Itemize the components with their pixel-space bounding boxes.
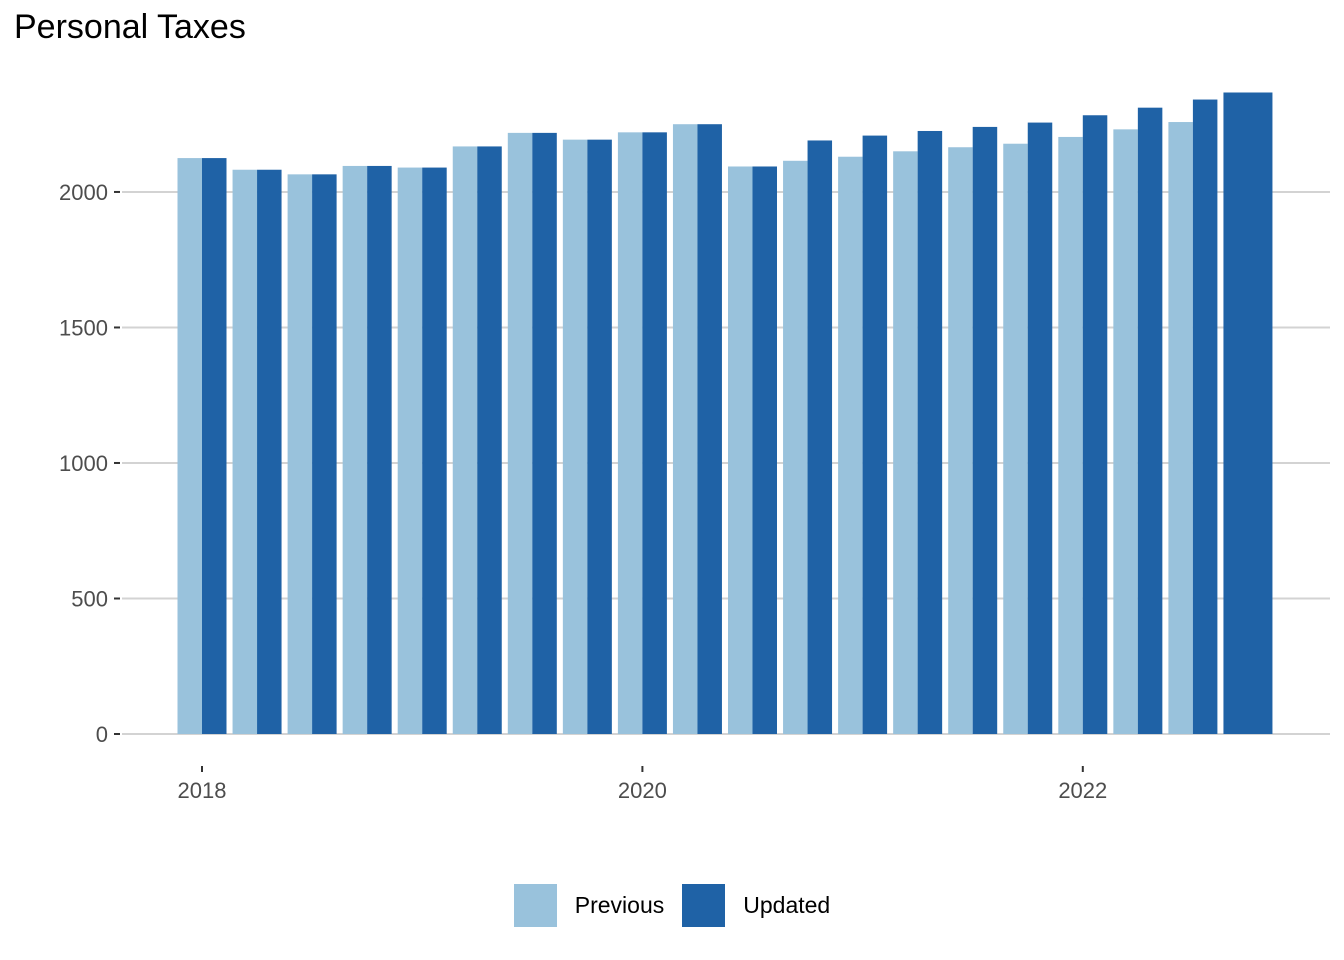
bar-previous [177,158,202,734]
bar-previous [617,132,643,734]
chart-title: Personal Taxes [14,8,246,46]
bar-previous [562,139,588,735]
bar-previous [893,151,918,734]
bar-updated [587,139,612,735]
bar-updated [1192,99,1218,735]
bar-previous [838,156,863,734]
bar-previous [342,165,368,734]
legend-label-updated: Updated [743,892,831,918]
bar-previous [783,160,808,734]
bar-updated [697,124,722,734]
bar-updated [202,158,227,734]
bar-updated [752,166,777,734]
bar-previous [452,146,478,735]
bar-layer [177,92,1273,735]
legend-item-previous: Previous [513,884,665,927]
legend: Previous Updated [0,884,1344,927]
bar-updated [972,126,998,734]
bar-previous [287,174,313,735]
axis-layer: 0 500 1000 1500 2000 2018 2020 2022 [59,180,1107,803]
y-tick-label: 500 [71,586,108,611]
bar-updated [367,165,392,734]
bar-previous [232,169,258,735]
legend-label-previous: Previous [574,892,665,918]
legend-swatch-updated [682,884,726,927]
legend-swatch-previous [513,884,557,927]
y-tick-label: 2000 [59,180,108,205]
legend-item-updated: Updated [682,884,830,927]
bar-updated [477,146,502,735]
x-tick-label: 2022 [1058,778,1107,803]
y-tick-label: 0 [96,722,108,747]
bar-updated [862,135,888,735]
bar-updated [1082,115,1108,735]
bar-updated [312,174,337,735]
x-tick-label: 2020 [618,778,667,803]
bar-updated [1027,122,1053,735]
x-tick-label: 2018 [178,778,227,803]
bar-updated [257,169,282,735]
bar-updated [532,132,557,735]
bar-updated [642,132,667,734]
bar-previous [1058,136,1083,735]
bar-previous [1168,122,1193,735]
bar-previous [672,124,698,734]
bar-updated [1137,107,1163,735]
bar-previous [1003,143,1028,735]
bar-previous [397,167,423,734]
bar-updated [917,130,943,734]
bar-previous [728,166,753,734]
y-tick-label: 1000 [59,451,108,476]
bar-previous [507,132,533,735]
y-tick-label: 1500 [59,315,108,340]
bar-previous [948,147,973,734]
bar-updated [807,140,833,734]
bar-updated [1223,92,1273,735]
bar-previous [1113,129,1138,735]
bar-updated [422,167,447,734]
